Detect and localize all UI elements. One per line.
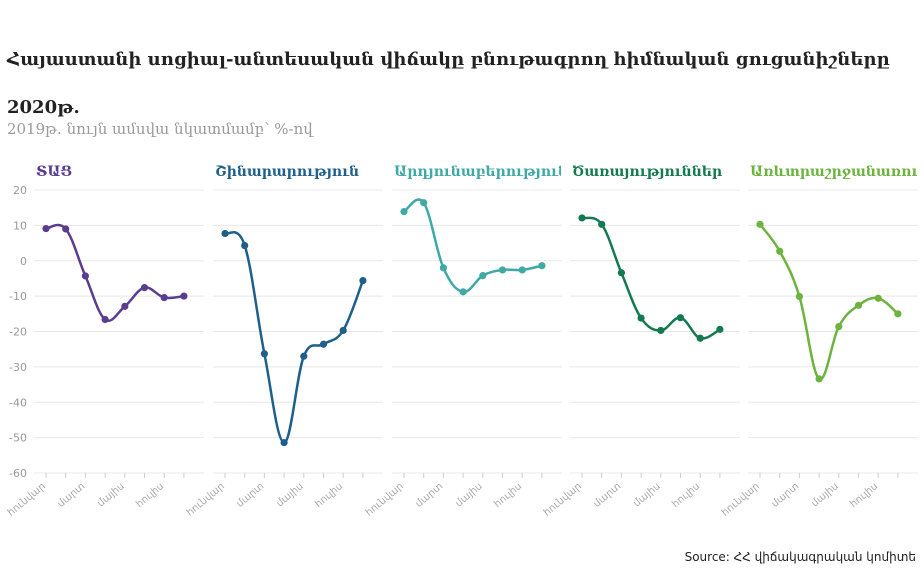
panel-4: հունվար մարտ մայիս հուլիս Ծառայություններ [542, 164, 740, 519]
data-point [874, 294, 882, 302]
x-tick-label: հուլիս [313, 481, 345, 510]
data-point [140, 284, 149, 292]
y-tick-label: -50 [9, 432, 27, 445]
y-tick-label: -20 [9, 326, 27, 339]
y-tick-label: -30 [9, 361, 27, 374]
data-point [854, 301, 863, 309]
series-line [580, 216, 722, 340]
panel-3: հունվար մարտ մայիս հուլիս Արդյունաբերություն [364, 164, 568, 519]
x-tick-label: հունվար [185, 481, 227, 519]
series-line [402, 198, 544, 294]
data-point [420, 199, 428, 207]
data-point [180, 292, 188, 300]
x-tick-label: մարտ [235, 481, 267, 510]
data-point [598, 220, 606, 228]
data-point [498, 266, 507, 274]
x-tick-label: մայիս [810, 481, 841, 510]
data-point [518, 266, 526, 274]
x-tick-label: հուլիս [134, 481, 166, 510]
data-point [459, 288, 467, 296]
series-line [758, 223, 900, 381]
panel-1: հունվար մարտ մայիս հուլիս ՏԱՑ [6, 164, 204, 519]
series-title: Առևտրաշրջանառություն [750, 164, 924, 180]
chart-title: Հայաստանի սոցիալ-անտեսական վիճակը բնութա… [7, 49, 890, 118]
data-point [776, 247, 784, 255]
x-tick-label: հունվար [542, 481, 584, 519]
data-point [894, 310, 902, 318]
series-title: ՏԱՑ [36, 164, 72, 180]
data-point [359, 276, 367, 285]
data-point [657, 326, 665, 335]
data-point [121, 302, 129, 310]
data-point [676, 314, 685, 322]
data-point [300, 352, 308, 360]
x-tick-label: մարտ [592, 481, 624, 510]
data-point [795, 292, 804, 301]
source-note: Source: ՀՀ վիճակագրական կոմիտե [684, 550, 916, 564]
data-point [221, 229, 229, 238]
data-point [81, 272, 89, 280]
x-tick-label: մայիս [96, 481, 127, 510]
data-point [400, 207, 408, 216]
data-point [696, 334, 704, 342]
data-point [617, 269, 626, 277]
data-point [339, 326, 347, 335]
y-tick-label: -60 [9, 467, 27, 480]
panel-2: հունվար մարտ մայիս հուլիս Շինարարություն [185, 164, 383, 519]
data-point [637, 314, 645, 322]
x-tick-label: մարտ [770, 481, 802, 510]
data-point [756, 220, 764, 228]
x-tick-label: հունվար [720, 481, 762, 519]
data-point [835, 322, 843, 331]
chart-subtitle: 2019թ. նույն ամսվա նկատմամբ՝ %-ով [7, 120, 313, 138]
data-point [42, 224, 50, 233]
data-point [439, 264, 447, 272]
data-point [538, 262, 546, 270]
data-point [578, 214, 586, 222]
x-tick-label: հուլիս [670, 481, 702, 510]
x-tick-label: մայիս [632, 481, 663, 510]
y-tick-label: 10 [13, 219, 27, 232]
series-line [44, 223, 186, 322]
y-tick-label: 20 [13, 184, 27, 197]
x-tick-label: հունվար [364, 481, 406, 519]
data-point [479, 272, 487, 280]
data-point [716, 325, 724, 333]
x-tick-label: հուլիս [492, 481, 524, 510]
data-point [241, 241, 249, 250]
data-point [160, 293, 168, 302]
series-title: Շինարարություն [215, 164, 359, 180]
data-point [815, 375, 823, 383]
x-tick-label: մայիս [275, 481, 306, 510]
data-point [62, 225, 70, 233]
x-tick-label: հունվար [6, 481, 48, 519]
data-point [280, 438, 288, 447]
y-tick-label: 0 [20, 255, 27, 268]
data-point [260, 350, 268, 358]
series-title: Ծառայություններ [572, 164, 722, 180]
series-title: Արդյունաբերություն [394, 164, 568, 180]
y-tick-label: -40 [9, 396, 27, 409]
x-tick-label: հուլիս [848, 481, 880, 510]
series-line [223, 230, 365, 444]
data-point [319, 340, 328, 348]
x-tick-label: մարտ [56, 481, 88, 510]
x-tick-label: մայիս [454, 481, 485, 510]
data-point [101, 315, 109, 324]
y-tick-label: -10 [9, 290, 27, 303]
x-tick-label: մարտ [414, 481, 446, 510]
